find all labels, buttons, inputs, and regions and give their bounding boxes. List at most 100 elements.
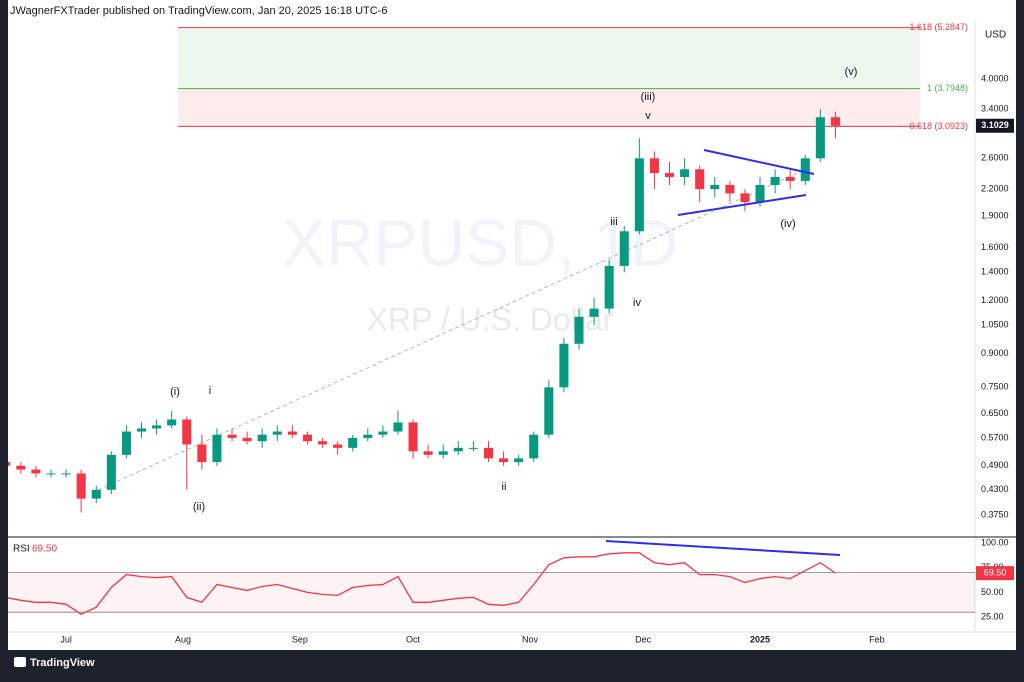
rsi-band-fill bbox=[8, 572, 975, 613]
wave-label: (ii) bbox=[193, 501, 205, 513]
rsi-tick-label: 25.00 bbox=[981, 612, 1004, 622]
triangle-lower bbox=[677, 194, 807, 216]
candle-body bbox=[604, 265, 614, 309]
candle-body bbox=[287, 431, 297, 435]
candle-body bbox=[559, 343, 569, 388]
price-tag bbox=[976, 118, 1014, 133]
candle-body bbox=[8, 462, 11, 466]
candle-body bbox=[348, 437, 358, 448]
y-tick-label: 1.2000 bbox=[981, 295, 1009, 305]
x-tick-label: Feb bbox=[869, 634, 885, 644]
fib-zone bbox=[178, 88, 920, 127]
wave-label: ii bbox=[502, 481, 507, 493]
candle-body bbox=[136, 428, 147, 432]
candle-body bbox=[830, 117, 840, 126]
y-tick-label: 0.4300 bbox=[981, 484, 1009, 494]
candle-body bbox=[106, 454, 116, 490]
y-tick-label: 2.2000 bbox=[981, 183, 1009, 193]
candle-body bbox=[333, 444, 343, 448]
candle-body bbox=[634, 158, 644, 232]
wave-label: v bbox=[645, 110, 651, 122]
candle-body bbox=[167, 419, 177, 426]
candle-body bbox=[453, 447, 463, 452]
currency-label: USD bbox=[985, 30, 1006, 41]
candle-body bbox=[725, 184, 735, 194]
candle-body bbox=[514, 458, 524, 463]
y-tick-label: 1.6000 bbox=[981, 242, 1009, 252]
candle-body bbox=[393, 422, 403, 432]
candle-body bbox=[378, 431, 388, 435]
y-tick-label: 0.4900 bbox=[981, 460, 1009, 470]
candle-body bbox=[91, 489, 101, 499]
candle-body bbox=[272, 431, 282, 435]
x-tick-label: 2025 bbox=[750, 634, 770, 644]
y-tick-label: 3.4000 bbox=[981, 103, 1009, 113]
rsi-tag-label: 69.50 bbox=[984, 567, 1007, 577]
candle-body bbox=[242, 437, 252, 442]
candle-body bbox=[423, 451, 433, 455]
y-tick-label: 0.9000 bbox=[981, 348, 1009, 358]
watermark-subtitle: XRP / U.S. Dollar bbox=[367, 301, 614, 337]
candle-body bbox=[529, 434, 539, 459]
candle-body bbox=[152, 425, 162, 429]
candle-body bbox=[664, 173, 675, 177]
candle-body bbox=[695, 169, 705, 190]
candle-body bbox=[710, 184, 720, 190]
candle-body bbox=[438, 451, 448, 455]
y-tick-label: 1.9000 bbox=[981, 210, 1009, 220]
plot-area bbox=[8, 27, 920, 615]
candle-body bbox=[76, 473, 86, 499]
wave-label: (i) bbox=[170, 386, 180, 398]
candle-body bbox=[46, 473, 56, 475]
x-tick-label: Aug bbox=[175, 634, 191, 644]
wave-label: iii bbox=[610, 216, 617, 228]
candle-body bbox=[755, 184, 765, 203]
y-tick-label: 0.3750 bbox=[981, 509, 1009, 519]
candle-body bbox=[770, 176, 780, 185]
x-tick-label: Sep bbox=[292, 634, 308, 644]
price-tag-label: 3.1029 bbox=[981, 120, 1009, 130]
candle-body bbox=[408, 422, 418, 452]
indicator-name: RSI bbox=[13, 544, 30, 555]
watermark-title: XRPUSD, 1D bbox=[282, 205, 678, 279]
candle-body bbox=[785, 176, 795, 181]
rsi-tag bbox=[976, 566, 1014, 581]
triangle-upper bbox=[703, 149, 815, 175]
candle-body bbox=[31, 469, 41, 474]
candle-body bbox=[483, 447, 494, 459]
wave-label: (v) bbox=[845, 66, 858, 78]
candle-body bbox=[619, 231, 629, 266]
candle-body bbox=[468, 447, 478, 449]
fib-label: 0.618 (3.0923) bbox=[909, 121, 968, 131]
candle-body bbox=[197, 444, 207, 463]
x-tick-label: Nov bbox=[522, 634, 539, 644]
footer: TradingView bbox=[14, 657, 95, 669]
x-tick-label: Oct bbox=[406, 634, 421, 644]
candle-body bbox=[121, 431, 131, 455]
candle-body bbox=[544, 387, 554, 435]
wave-label: i bbox=[209, 385, 211, 397]
candle-body bbox=[302, 434, 312, 442]
candle-body bbox=[574, 316, 584, 344]
candle-body bbox=[589, 308, 599, 317]
candle-body bbox=[649, 158, 659, 174]
y-tick-label: 4.0000 bbox=[981, 73, 1009, 83]
candle-body bbox=[800, 158, 810, 181]
candle-body bbox=[257, 434, 267, 442]
candle-body bbox=[499, 458, 509, 463]
fib-zone bbox=[178, 27, 920, 89]
candle-body bbox=[680, 169, 690, 177]
y-tick-label: 0.6500 bbox=[981, 408, 1009, 418]
rsi-tick-label: 100.00 bbox=[981, 537, 1009, 547]
candle-body bbox=[227, 434, 237, 438]
logo-icon bbox=[14, 657, 26, 667]
indicator-value: 69.50 bbox=[32, 544, 57, 555]
x-tick-label: Jul bbox=[60, 634, 72, 644]
rsi-divergence bbox=[605, 540, 841, 556]
candle-body bbox=[182, 419, 192, 445]
y-tick-label: 0.5700 bbox=[981, 432, 1009, 442]
candle-body bbox=[318, 441, 328, 445]
y-tick-label: 2.6000 bbox=[981, 153, 1009, 163]
candle-body bbox=[740, 193, 750, 203]
